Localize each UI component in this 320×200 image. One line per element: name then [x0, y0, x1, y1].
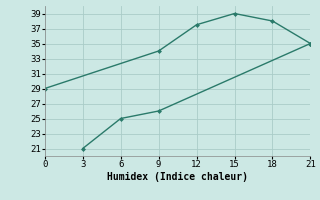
X-axis label: Humidex (Indice chaleur): Humidex (Indice chaleur) [107, 172, 248, 182]
